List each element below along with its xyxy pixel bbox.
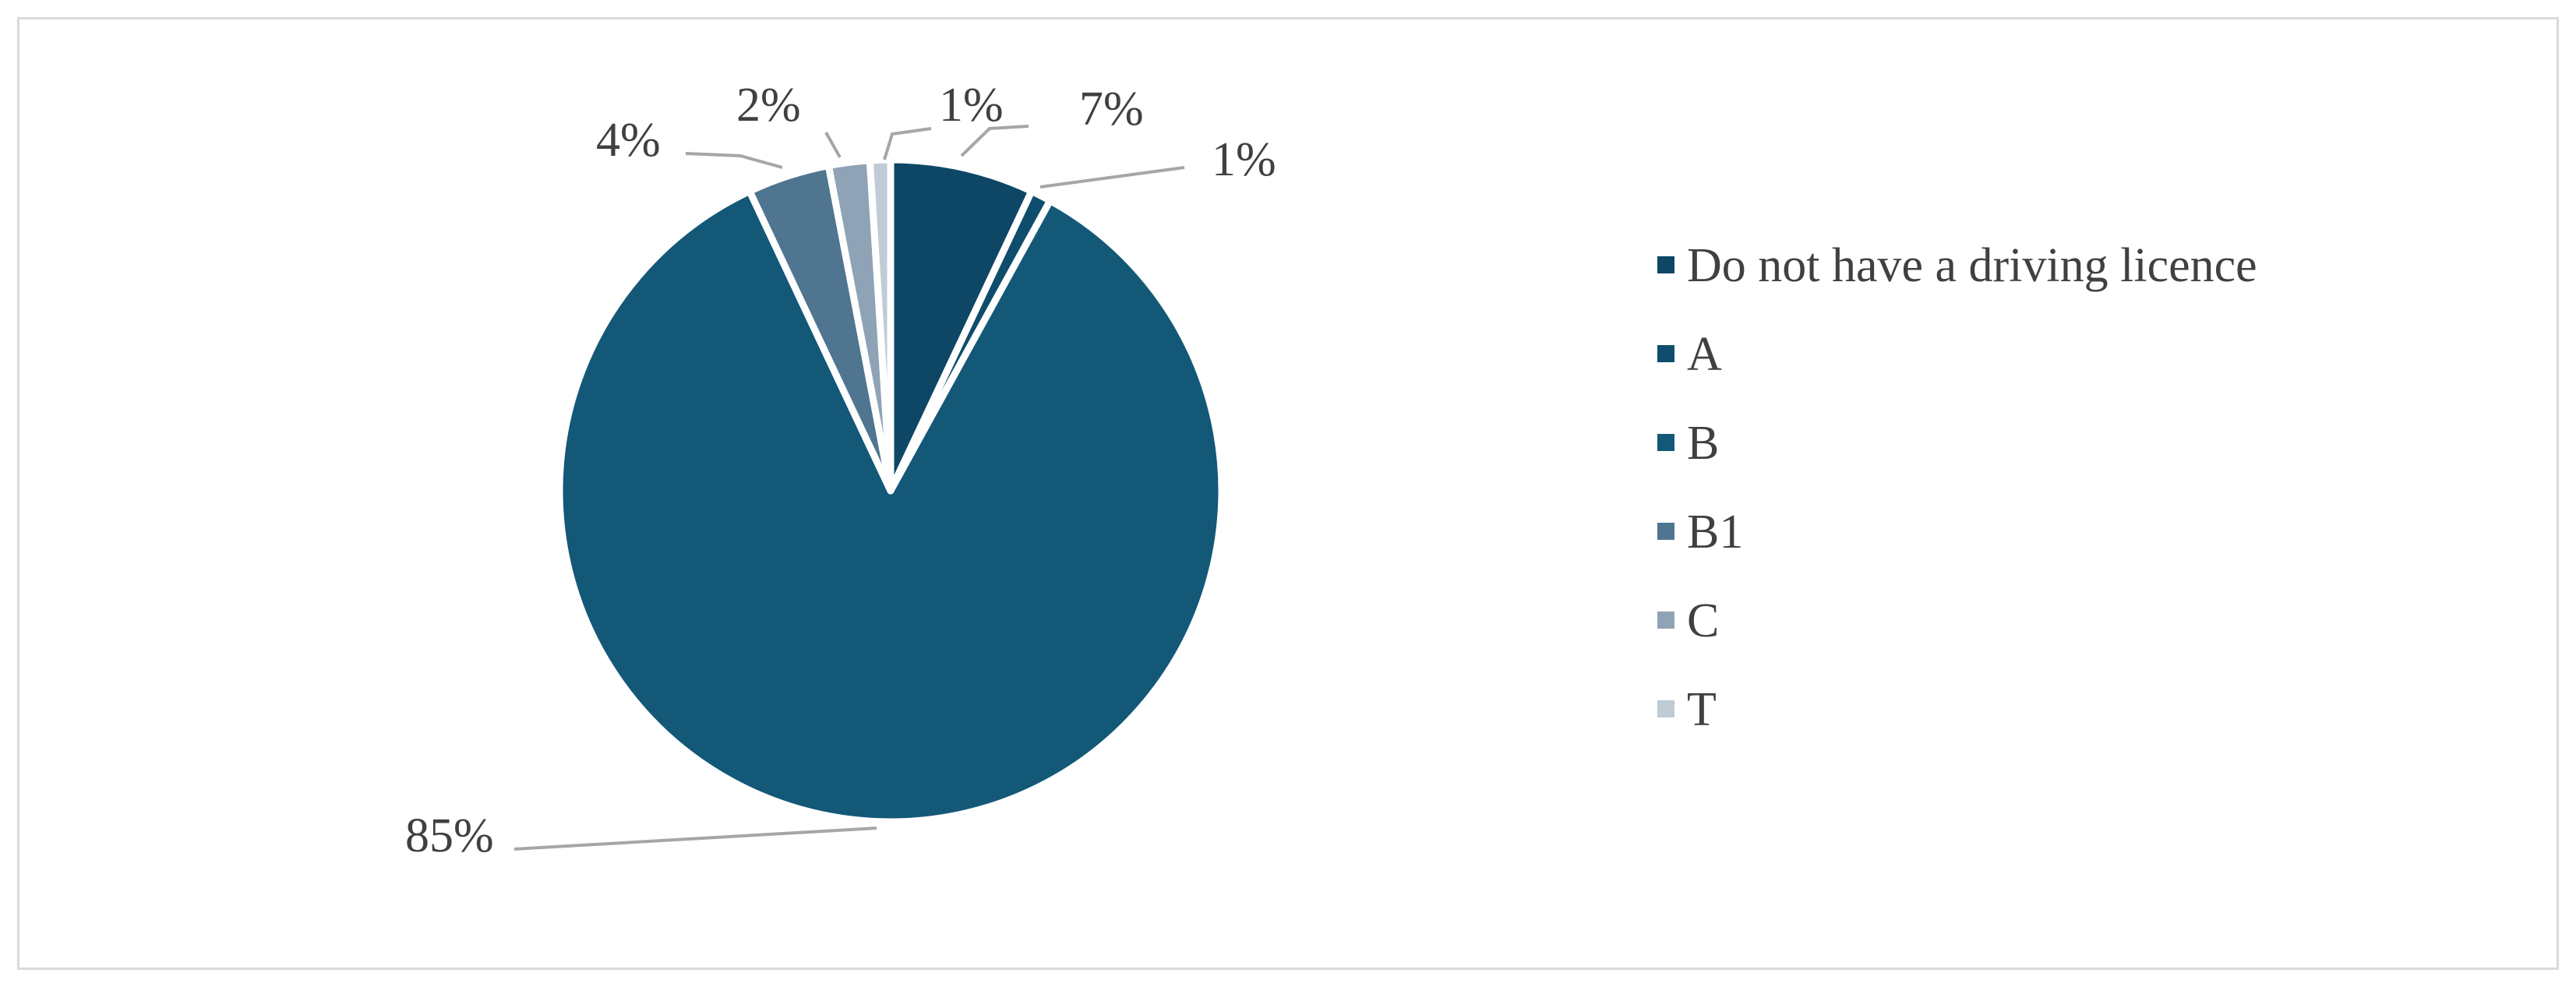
legend-swatch xyxy=(1657,345,1674,362)
legend-label: A xyxy=(1687,328,1722,381)
leader-lines xyxy=(513,125,1185,851)
legend-label: B xyxy=(1687,417,1719,470)
legend-label: C xyxy=(1687,594,1719,647)
data-labels: 7% 1% 85% 4% 2% 1% xyxy=(405,79,1276,862)
legend-label: Do not have a driving licence xyxy=(1687,239,2257,292)
data-label: 1% xyxy=(939,79,1004,132)
legend-swatch xyxy=(1657,700,1674,717)
leader-line xyxy=(824,132,842,158)
pie-slices xyxy=(556,156,1226,826)
leader-line xyxy=(960,125,1029,157)
leader-line xyxy=(685,152,783,169)
data-label: 1% xyxy=(1212,133,1276,186)
data-label: 4% xyxy=(596,114,661,167)
pie-slice-b xyxy=(556,187,1226,826)
data-label: 2% xyxy=(736,79,801,132)
legend-swatch xyxy=(1657,612,1674,629)
leader-line xyxy=(1039,166,1185,189)
chart-frame xyxy=(17,17,2559,970)
data-label: 85% xyxy=(405,809,494,862)
legend-swatch xyxy=(1657,523,1674,540)
leader-line xyxy=(513,827,877,851)
legend-label: B1 xyxy=(1687,506,1743,559)
legend: Do not have a driving licence AB B1 CT xyxy=(1657,239,2257,736)
pie-slice-t xyxy=(866,156,895,495)
legend-swatch xyxy=(1657,256,1674,273)
legend-swatch xyxy=(1657,434,1674,451)
data-label: 7% xyxy=(1079,83,1144,136)
leader-line xyxy=(883,127,932,160)
legend-label: T xyxy=(1687,683,1717,736)
